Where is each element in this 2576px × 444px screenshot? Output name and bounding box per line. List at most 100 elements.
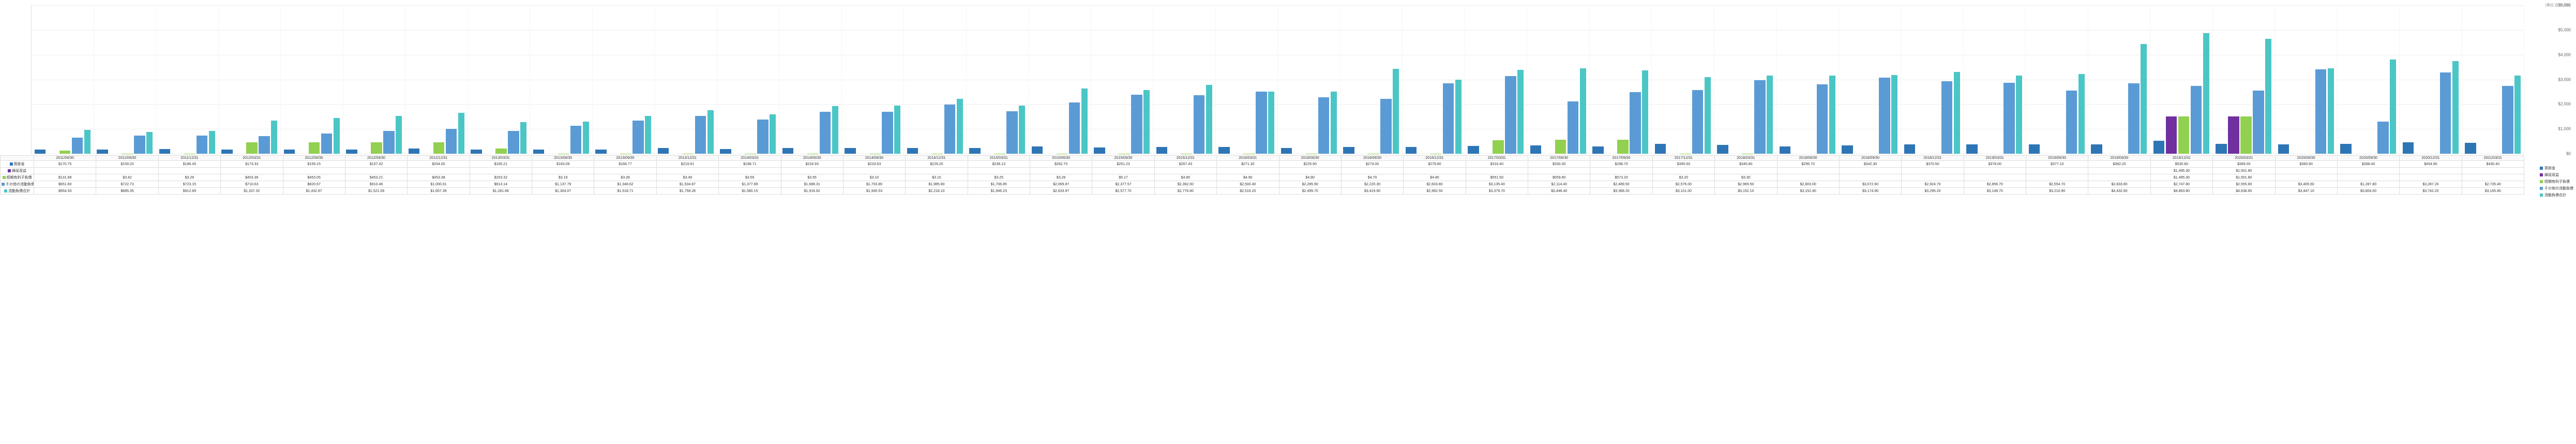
bar-その他の流動負債 [2066,91,2077,154]
legend-swatch-icon [10,162,13,166]
table-cell: $3.39 [594,174,656,181]
table-cell: $1,518.71 [594,188,656,195]
table-cell: $3,165.80 [2462,188,2524,195]
table-cell: $3.30 [1715,174,1777,181]
bar-その他の流動負債 [2191,86,2202,154]
bar-その他の流動負債 [383,131,395,154]
period-group [2088,5,2151,154]
table-cell [221,168,283,174]
table-cell: $912.89 [158,188,220,195]
bar-その他の流動負債 [1941,81,1953,154]
bar-その他の流動負債 [446,129,457,154]
bar-流動負債合計 [1580,68,1586,154]
table-cell: $2,516.20 [1217,188,1279,195]
bar-買掛金 [1655,144,1666,154]
table-cell: $274.00 [1341,161,1403,168]
y-tick-label: $3,000 [2558,77,2571,82]
bar-その他の流動負債 [2003,83,2015,154]
bar-流動負債合計 [645,116,651,154]
table-cell [1590,168,1652,174]
table-cell: $4.70 [1341,174,1403,181]
bar-その他の流動負債 [1817,84,1828,154]
table-cell [1777,174,1839,181]
legend-swatch-icon [2540,180,2543,183]
bar-流動負債合計 [1954,72,1960,154]
table-cell: $395.50 [1652,161,1714,168]
table-cell: $225.90 [1279,161,1341,168]
bar-その他の流動負債 [197,136,208,154]
bar-流動負債合計 [1206,85,1212,154]
period-group [2275,5,2338,154]
table-cell [1217,168,1279,174]
bar-買掛金 [1592,146,1604,154]
period-group [32,5,94,154]
table-cell: $2,114.40 [1528,181,1590,188]
period-group [2213,5,2276,154]
legend-swatch-icon [2540,167,2543,170]
bar-買掛金 [595,150,607,154]
table-cell: $295.70 [1777,161,1839,168]
bar-その他の流動負債 [1069,102,1080,154]
table-period-header: 2016/03/31 [1217,156,1279,161]
table-cell: $173.33 [221,161,283,168]
bar-買掛金 [2278,144,2289,154]
table-cell: $165.21 [470,161,532,168]
table-cell [843,168,905,174]
data-table-wrap: 2011/06/302011/09/302011/12/312012/03/31… [0,155,2524,444]
legend-label: その他の流動負債 [2544,187,2573,190]
period-group [717,5,780,154]
bar-流動負債合計 [146,132,153,154]
bar-買掛金 [1904,144,1916,154]
table-cell: $3.10 [843,174,905,181]
bar-その他の流動負債 [2128,83,2140,154]
bar-その他の流動負債 [1318,97,1330,154]
table-cell: $1,758.28 [656,188,718,195]
table-cell [1030,168,1092,174]
table-period-header: 2020/03/31 [2213,156,2275,161]
bar-買掛金 [1218,147,1230,154]
table-cell: $236.13 [968,161,1030,168]
period-group [2400,5,2462,154]
legend: 買掛金繰延収益短期有利子負債その他の流動負債流動負債合計 [2540,166,2573,199]
bar-短期有利子負債 [433,142,445,154]
table-cell: $723.15 [158,181,220,188]
table-period-header: 2018/06/30 [1777,156,1839,161]
legend-item: 繰延収益 [2540,172,2573,177]
bar-流動負債合計 [1705,77,1711,154]
table-cell [1777,168,1839,174]
table-cell [2275,168,2337,174]
table-cell [2026,168,2088,174]
table-period-header: 2019/06/30 [2026,156,2088,161]
legend-item: 短期有利子負債 [2540,179,2573,184]
table-cell [1466,168,1528,174]
table-cell: $1,137.79 [532,181,594,188]
table-period-header: 2021/03/31 [2462,156,2524,161]
table-cell: $1,495.30 [2150,174,2212,181]
period-group [779,5,842,154]
table-cell: $5.17 [1092,174,1154,181]
table-cell: $3.26 [1030,174,1092,181]
table-cell: $4.80 [1154,174,1216,181]
table-row-label: 短期有利子負債 [1,174,34,181]
table-cell: $389.00 [2213,161,2275,168]
table-cell: $3,448.40 [1528,188,1590,195]
table-cell: $430.40 [2462,161,2524,168]
table-cell: $1,580.15 [719,188,781,195]
table-period-header: 2011/06/30 [34,156,96,161]
table-cell: $1,521.09 [345,188,407,195]
bar-流動負債合計 [770,114,776,154]
period-group [530,5,593,154]
period-group [1278,5,1340,154]
table-period-header: 2016/09/30 [1341,156,1403,161]
table-cell: $2,856.70 [1964,181,2026,188]
period-group [1527,5,1590,154]
table-period-header: 2014/12/31 [906,156,968,161]
table-cell: $3,152.40 [1777,188,1839,195]
legend-swatch-icon [4,189,7,193]
table-period-header: 2014/06/30 [781,156,843,161]
table-cell [1404,168,1466,174]
table-period-header: 2018/09/30 [1839,156,1901,161]
table-cell [656,168,718,174]
table-cell: $1,501.80 [2213,174,2275,181]
table-cell [34,168,96,174]
